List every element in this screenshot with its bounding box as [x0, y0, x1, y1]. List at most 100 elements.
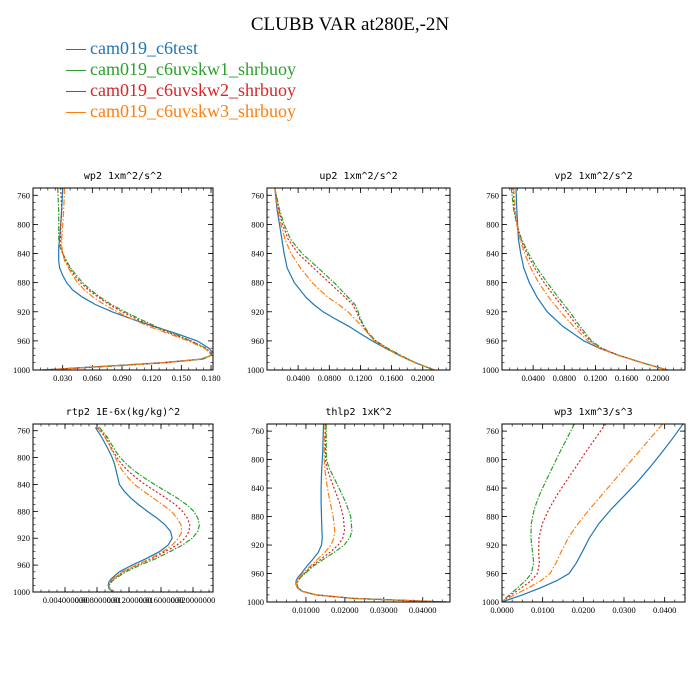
x-tick-label: 0.008000000: [75, 595, 120, 605]
x-tick-label: 0.0200: [572, 605, 595, 615]
x-tick-label: 0.020000000: [171, 595, 216, 605]
y-tick-label: 960: [486, 336, 499, 346]
y-tick-label: 880: [251, 512, 264, 522]
series-line: [42, 188, 213, 370]
y-tick-label: 760: [251, 426, 264, 436]
x-tick-label: 0.150: [172, 373, 191, 383]
y-tick-label: 920: [486, 307, 499, 317]
x-tick-label: 0.016000000: [139, 595, 184, 605]
legend-swatch: [66, 70, 86, 71]
legend-label: cam019_c6uvskw1_shrbuoy: [90, 59, 296, 79]
y-tick-label: 760: [17, 426, 30, 436]
series-line: [502, 424, 664, 602]
y-tick-label: 840: [17, 479, 30, 489]
x-tick-label: 0.1600: [615, 373, 638, 383]
x-tick-label: 0.02000: [331, 605, 359, 615]
series-line: [274, 188, 435, 370]
x-tick-label: 0.0300: [612, 605, 635, 615]
y-tick-label: 760: [486, 190, 499, 200]
legend-swatch: [66, 91, 86, 92]
y-tick-label: 800: [251, 219, 264, 229]
y-tick-label: 960: [251, 569, 264, 579]
x-tick-label: 0.180: [201, 373, 220, 383]
legend-label: cam019_c6uvskw3_shrbuoy: [90, 101, 296, 121]
x-tick-label: 0.2000: [646, 373, 669, 383]
series-line: [502, 424, 607, 602]
figure-title: CLUBB VAR at280E,-2N: [250, 14, 450, 35]
x-tick-label: 0.0400: [286, 373, 309, 383]
y-tick-label: 880: [251, 278, 264, 288]
x-tick-label: 0.004000000: [43, 595, 88, 605]
y-tick-label: 1000: [247, 597, 264, 607]
legend-label: cam019_c6test: [90, 38, 198, 58]
series-line: [512, 188, 668, 370]
series-line: [94, 427, 173, 592]
series-line: [42, 188, 212, 370]
y-tick-label: 1000: [482, 597, 499, 607]
x-tick-label: 0.04000: [409, 605, 437, 615]
y-tick-label: 960: [486, 569, 499, 579]
y-tick-label: 1000: [13, 365, 30, 375]
x-tick-label: 0.1200: [349, 373, 372, 383]
y-tick-label: 920: [251, 307, 264, 317]
panel-title: up2 1xm^2/s^2: [319, 171, 397, 182]
panel-title: wp2 1xm^2/s^2: [84, 171, 162, 182]
x-tick-label: 0.0400: [653, 605, 676, 615]
series-line: [295, 424, 447, 602]
series-line: [295, 424, 447, 602]
y-tick-label: 960: [17, 560, 30, 570]
profile-panel: vp2 1xm^2/s^2 760 800 840 880 920 960 1000 0.040…: [482, 171, 686, 383]
series-line: [515, 188, 668, 370]
x-tick-label: 0.030: [53, 373, 72, 383]
y-tick-label: 920: [486, 540, 499, 550]
panel-title: vp2 1xm^2/s^2: [554, 171, 632, 182]
y-tick-label: 840: [17, 249, 30, 259]
series-line: [42, 188, 212, 370]
profile-panel: up2 1xm^2/s^2 760 800 840 880 920 960 1000 0.040…: [247, 171, 451, 383]
series-line: [97, 427, 191, 592]
x-tick-label: 0.0400: [521, 373, 544, 383]
profile-panel: rtp2 1E-6x(kg/kg)^2 760 800 840 880 920 960 100…: [13, 407, 215, 605]
profile-panel: wp3 1xm^3/s^3 760 800 840 880 920 960 10000.000…: [482, 407, 686, 615]
y-tick-label: 880: [486, 278, 499, 288]
x-tick-label: 0.1600: [380, 373, 403, 383]
x-tick-label: 0.2000: [411, 373, 434, 383]
plot-frame: [32, 187, 214, 371]
profile-panel: wp2 1xm^2/s^2 760 800 840 880 920 960 1000 0.030…: [13, 171, 221, 383]
panel-title: rtp2 1E-6x(kg/kg)^2: [66, 407, 180, 418]
x-tick-label: 0.090: [112, 373, 131, 383]
plot-frame: [266, 423, 451, 603]
y-tick-label: 760: [17, 190, 30, 200]
plot-frame: [32, 423, 214, 593]
series-line: [502, 424, 575, 602]
x-tick-label: 0.060: [83, 373, 102, 383]
series-line: [513, 188, 668, 370]
x-tick-label: 0.0800: [553, 373, 576, 383]
legend-swatch: [66, 49, 86, 50]
y-tick-label: 800: [486, 455, 499, 465]
y-tick-label: 800: [251, 455, 264, 465]
series-line: [274, 188, 435, 370]
y-tick-label: 840: [251, 483, 264, 493]
series-line: [274, 188, 435, 370]
series-line: [502, 424, 684, 602]
x-tick-label: 0.01000: [292, 605, 320, 615]
y-tick-label: 880: [17, 278, 30, 288]
legend-swatch: [66, 112, 86, 113]
y-tick-label: 760: [251, 190, 264, 200]
legend-label: cam019_c6uvskw2_shrbuoy: [90, 80, 296, 100]
y-tick-label: 960: [251, 336, 264, 346]
panel-title: thlp2 1xK^2: [325, 407, 391, 418]
y-tick-label: 1000: [482, 365, 499, 375]
y-tick-label: 760: [486, 426, 499, 436]
y-tick-label: 840: [486, 483, 499, 493]
y-tick-label: 800: [17, 219, 30, 229]
y-tick-label: 880: [486, 512, 499, 522]
x-tick-label: 0.0000: [490, 605, 513, 615]
profile-panel: thlp2 1xK^2 760 800 840 880 920 960 1000 0.01000…: [247, 407, 451, 615]
x-tick-label: 0.03000: [370, 605, 398, 615]
x-tick-label: 0.012000000: [107, 595, 152, 605]
y-tick-label: 1000: [247, 365, 264, 375]
x-tick-label: 0.0100: [531, 605, 554, 615]
series-line: [96, 427, 183, 592]
